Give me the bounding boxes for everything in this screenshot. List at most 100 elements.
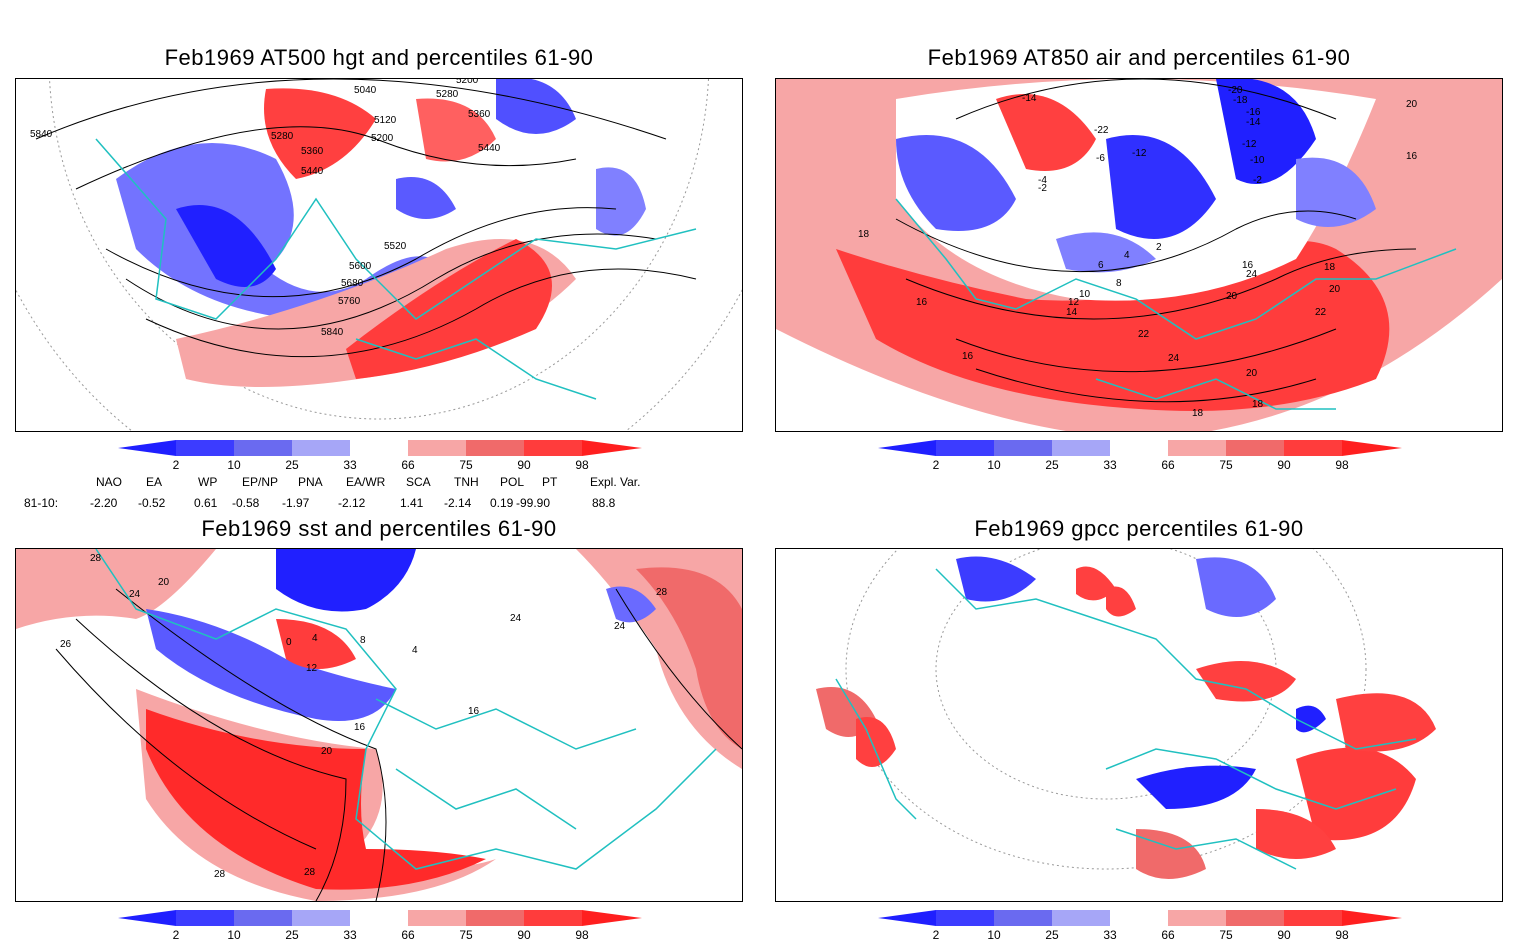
map-gpcc (816, 549, 1436, 879)
svg-text:-20: -20 (1228, 85, 1243, 96)
svg-text:5600: 5600 (349, 261, 372, 272)
svg-text:6: 6 (1098, 260, 1104, 271)
svg-text:24: 24 (510, 613, 522, 624)
svg-text:16: 16 (1242, 260, 1254, 271)
colorbar-label: 75 (459, 928, 473, 942)
colorbar-label: 66 (401, 928, 415, 942)
colorbar-label: 2 (172, 928, 180, 942)
svg-text:5040: 5040 (354, 85, 377, 96)
index-value: 88.8 (592, 496, 616, 510)
colorbar-sst: 2 10 25 33 66 75 90 98 (118, 910, 678, 950)
colorbar-label: 75 (1219, 458, 1233, 472)
svg-text:26: 26 (60, 639, 72, 650)
colorbar-label: 90 (1277, 928, 1291, 942)
colorbar-label: 66 (1161, 458, 1175, 472)
svg-text:8: 8 (1116, 278, 1122, 289)
svg-text:16: 16 (916, 297, 928, 308)
colorbar-label: 98 (1335, 458, 1349, 472)
svg-text:20: 20 (1246, 368, 1258, 379)
svg-text:24: 24 (1246, 269, 1258, 280)
svg-text:24: 24 (1168, 353, 1180, 364)
colorbar-label: 90 (1277, 458, 1291, 472)
colorbar-svg (118, 910, 642, 926)
svg-text:12: 12 (306, 663, 318, 674)
colorbar-air: 2 10 25 33 66 75 90 98 (878, 440, 1438, 480)
svg-text:4: 4 (412, 645, 418, 656)
index-header: PT (542, 475, 558, 489)
index-value: -0.52 (138, 496, 166, 510)
colorbar-label: 90 (517, 928, 531, 942)
index-header: WP (198, 475, 218, 489)
svg-text:-4: -4 (1038, 175, 1047, 186)
svg-text:-18: -18 (1233, 95, 1248, 106)
index-header: SCA (406, 475, 431, 489)
colorbar-label: 10 (227, 928, 241, 942)
contour-labels-hgt: 5040 5200 5280 5360 5120 5200 5280 5360 … (30, 79, 501, 338)
colorbar-svg (878, 910, 1402, 926)
svg-text:5440: 5440 (301, 166, 324, 177)
colorbar-svg (118, 440, 642, 456)
index-row-label: 81-10: (24, 496, 59, 510)
svg-text:24: 24 (129, 589, 141, 600)
index-header: NAO (96, 475, 123, 489)
svg-text:-10: -10 (1250, 155, 1265, 166)
svg-text:28: 28 (656, 587, 668, 598)
svg-text:5200: 5200 (456, 79, 479, 86)
colorbar-label: 10 (227, 458, 241, 472)
index-value: 0.19 (490, 496, 514, 510)
index-value: -2.12 (338, 496, 366, 510)
svg-text:5840: 5840 (30, 129, 53, 140)
svg-text:18: 18 (1252, 399, 1264, 410)
svg-text:5440: 5440 (478, 143, 501, 154)
map-hgt: 5040 5200 5280 5360 5120 5200 5280 5360 … (16, 79, 742, 431)
colorbar-label: 98 (575, 928, 589, 942)
index-header: Expl. Var. (590, 475, 641, 489)
panel-title-air: Feb1969 AT850 air and percentiles 61-90 (927, 45, 1351, 70)
colorbar-label: 25 (1045, 928, 1059, 942)
colorbar-gpcc: 2 10 25 33 66 75 90 98 (878, 910, 1438, 950)
map-panel-sst: 28 20 24 26 0 4 8 12 16 16 20 24 28 28 2… (15, 548, 743, 902)
svg-text:16: 16 (354, 722, 366, 733)
index-value: -1.97 (282, 496, 310, 510)
svg-text:5840: 5840 (321, 327, 344, 338)
svg-text:-16: -16 (1246, 107, 1261, 118)
index-value: -2.14 (444, 496, 472, 510)
index-value: -0.58 (232, 496, 260, 510)
svg-text:14: 14 (1066, 307, 1078, 318)
svg-text:2: 2 (1156, 242, 1162, 253)
svg-text:5680: 5680 (341, 278, 364, 289)
svg-text:5760: 5760 (338, 296, 361, 307)
svg-text:5120: 5120 (374, 115, 397, 126)
map-panel-hgt: 5040 5200 5280 5360 5120 5200 5280 5360 … (15, 78, 743, 432)
svg-text:18: 18 (858, 229, 870, 240)
map-sst: 28 20 24 26 0 4 8 12 16 16 20 24 28 28 2… (16, 549, 742, 901)
colorbar-label: 33 (1103, 458, 1117, 472)
svg-text:-2: -2 (1253, 175, 1262, 186)
svg-text:18: 18 (1324, 262, 1336, 273)
svg-text:8: 8 (360, 635, 366, 646)
index-value: -2.20 (90, 496, 118, 510)
svg-text:16: 16 (468, 706, 480, 717)
colorbar-label: 33 (343, 458, 357, 472)
colorbar-label: 75 (1219, 928, 1233, 942)
svg-text:4: 4 (312, 633, 318, 644)
index-value: -99.90 (516, 496, 551, 510)
svg-text:18: 18 (1192, 408, 1204, 419)
svg-text:20: 20 (1226, 291, 1238, 302)
index-value: 1.41 (400, 496, 424, 510)
panel-title-gpcc: Feb1969 gpcc percentiles 61-90 (974, 516, 1304, 541)
colorbar-label: 25 (1045, 458, 1059, 472)
colorbar-label: 10 (987, 928, 1001, 942)
colorbar-label: 25 (285, 458, 299, 472)
colorbar-label: 90 (517, 458, 531, 472)
map-panel-gpcc (775, 548, 1503, 902)
index-header: EA/WR (346, 475, 386, 489)
colorbar-label: 33 (343, 928, 357, 942)
svg-text:-12: -12 (1242, 139, 1257, 150)
svg-text:24: 24 (614, 621, 626, 632)
colorbar-label: 75 (459, 458, 473, 472)
svg-text:22: 22 (1315, 307, 1327, 318)
colorbar-label: 66 (401, 458, 415, 472)
svg-text:5280: 5280 (271, 131, 294, 142)
colorbar-label: 2 (932, 928, 940, 942)
